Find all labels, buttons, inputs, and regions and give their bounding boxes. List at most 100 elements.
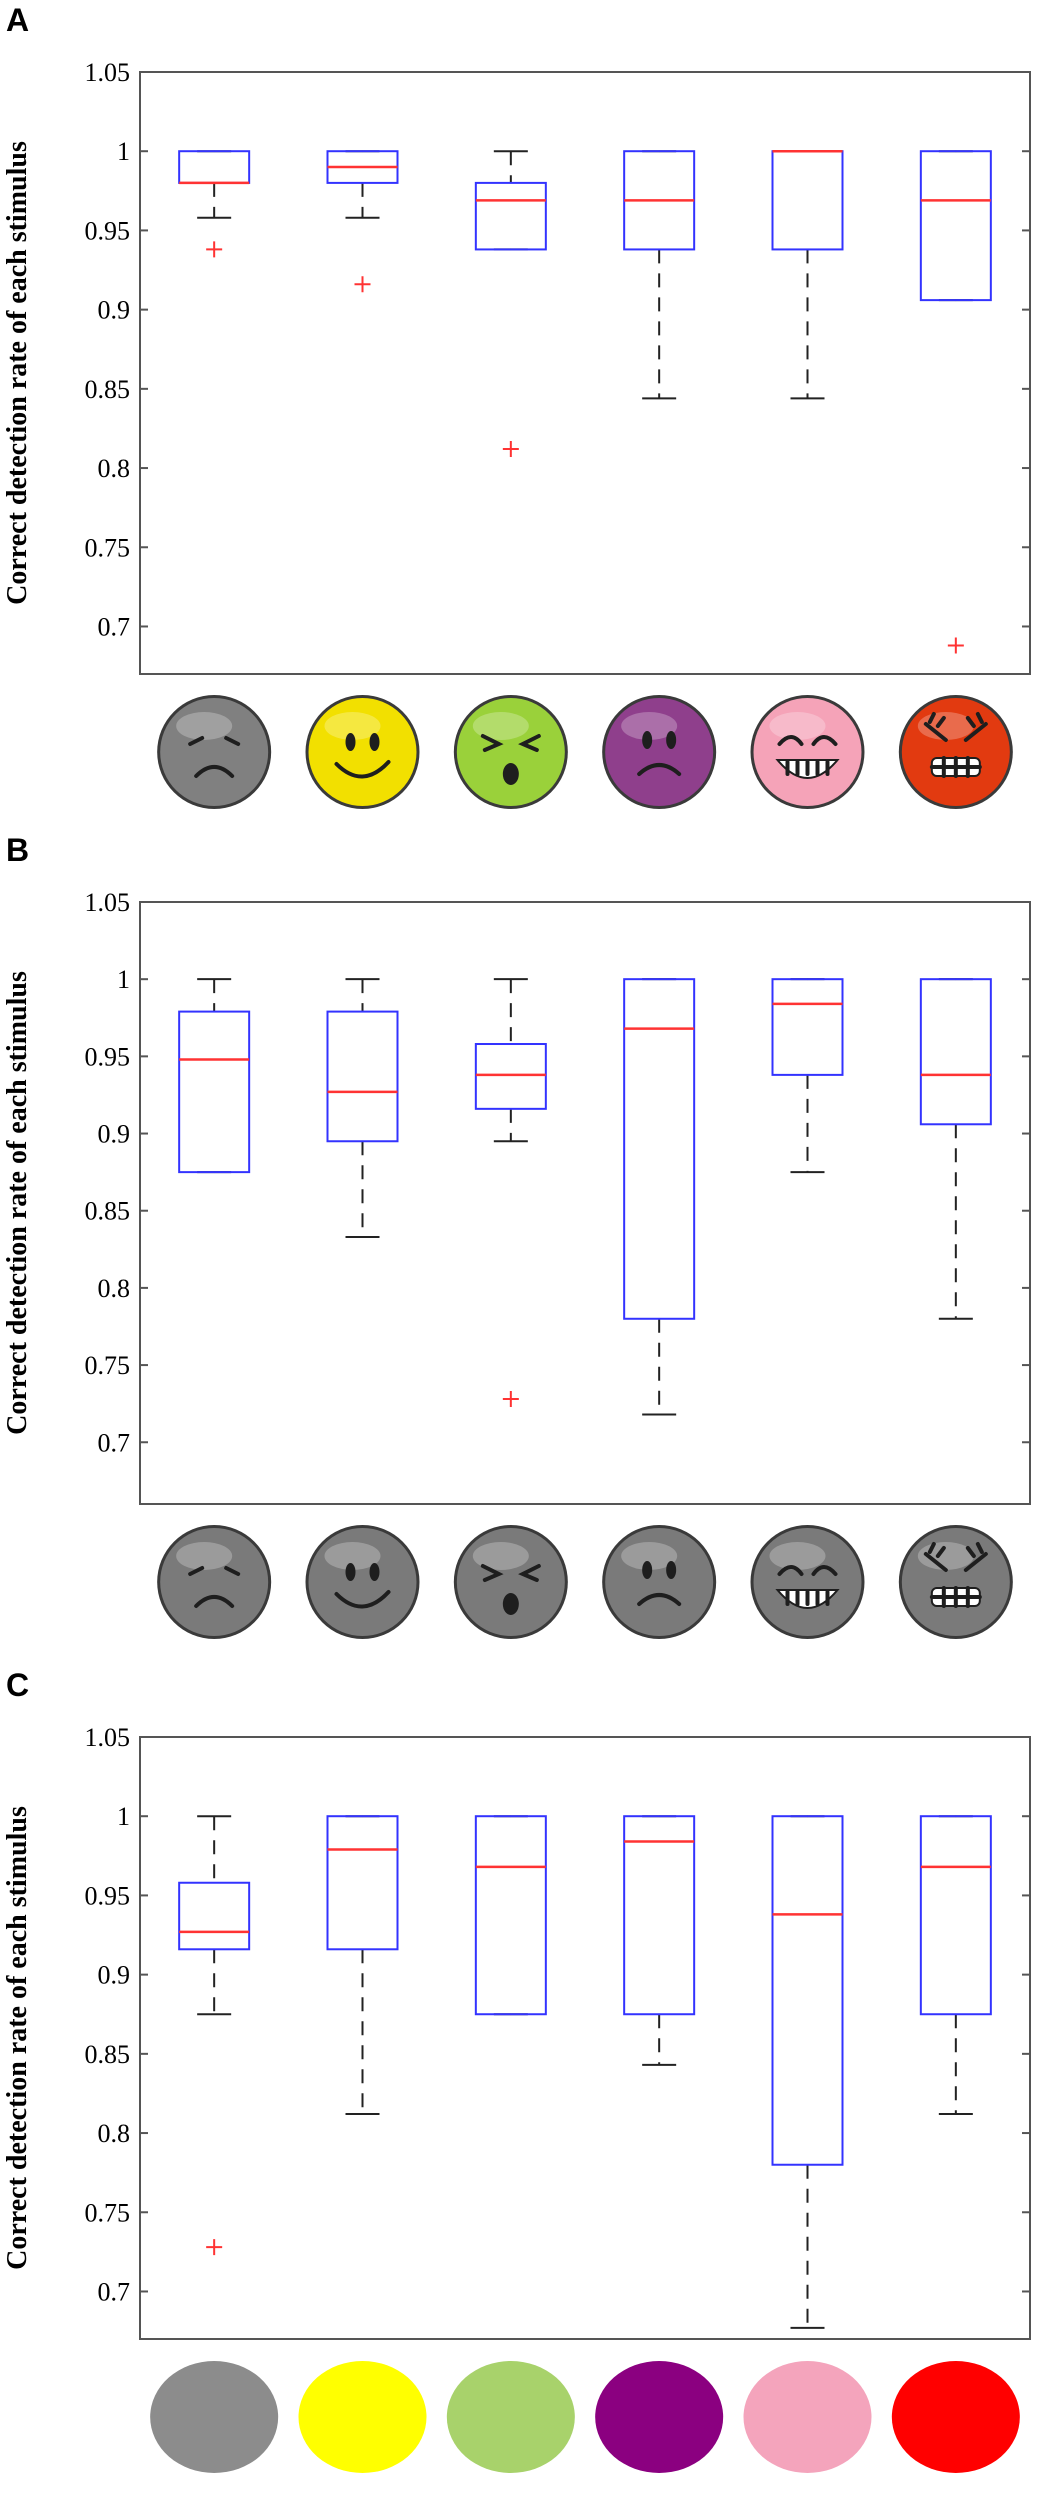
plot-frame <box>139 901 1031 1505</box>
face-feature <box>642 1561 653 1579</box>
box-sorrow <box>623 978 696 1416</box>
laugh-icon <box>750 1525 865 1639</box>
box-red <box>919 1815 992 2116</box>
box-disgust <box>474 150 547 458</box>
box-body <box>326 1010 399 1143</box>
pink-icon <box>743 2361 872 2473</box>
y-tick-label: 1.05 <box>85 888 131 917</box>
sad-icon <box>157 695 272 809</box>
face-highlight <box>324 1542 381 1570</box>
sorrow-icon <box>602 695 717 809</box>
y-tick-label: 0.95 <box>85 216 131 245</box>
face-feature <box>927 712 984 728</box>
box-body <box>178 1881 251 1951</box>
disgust-icon <box>453 695 568 809</box>
red-icon <box>891 2361 1020 2473</box>
box-body <box>623 1815 696 2016</box>
box-purple <box>623 1815 696 2066</box>
y-tick-label: 0.75 <box>85 1351 131 1380</box>
plot-frame <box>139 71 1031 675</box>
face-feature <box>811 1565 838 1576</box>
box-body <box>771 1815 844 2166</box>
face-feature <box>518 734 541 752</box>
face-highlight <box>176 712 233 740</box>
face-highlight <box>621 712 678 740</box>
face-feature <box>194 1595 235 1608</box>
box-body <box>178 150 251 184</box>
face-feature <box>666 1561 677 1579</box>
face-disc <box>753 1528 862 1636</box>
outlier-marker <box>502 441 519 458</box>
face-feature <box>188 1566 241 1576</box>
box-body <box>178 1010 251 1174</box>
face-highlight <box>621 1542 678 1570</box>
face-highlight <box>324 712 381 740</box>
color-disc <box>595 2361 724 2473</box>
face-disc <box>160 1528 269 1636</box>
y-tick-label: 0.85 <box>85 375 131 404</box>
y-tick-label: 0.7 <box>98 2277 131 2306</box>
panel-b: B 0.7 0.75 0.8 0.85 0.9 0.95 1 1.05 Correct dete… <box>0 830 1039 1650</box>
face-feature <box>194 765 235 778</box>
y-tick-label: 0.95 <box>85 1042 131 1071</box>
face-feature <box>923 722 988 742</box>
y-tick-label: 0.85 <box>85 1197 131 1226</box>
yellow-icon <box>298 2361 427 2473</box>
happy-icon <box>305 1525 420 1639</box>
y-axis-label: Correct detection rate of each stimulus <box>2 1806 33 2270</box>
face-highlight <box>472 712 529 740</box>
face-feature <box>777 735 804 746</box>
box-green <box>474 1815 547 2016</box>
box-disgust <box>474 978 547 1408</box>
y-tick-label: 0.85 <box>85 2040 131 2069</box>
color-disc <box>743 2361 872 2473</box>
panel-c: C 0.7 0.75 0.8 0.85 0.9 0.95 1 1.05 Correct dete… <box>0 1665 1039 2485</box>
outlier-marker <box>502 1391 519 1408</box>
face-disc <box>753 698 862 806</box>
outlier-marker <box>947 637 964 654</box>
face-feature <box>345 733 356 751</box>
face-feature <box>334 760 391 779</box>
face-feature <box>369 733 380 751</box>
face-disc <box>308 1528 417 1636</box>
angry-icon <box>898 695 1013 809</box>
box-body <box>326 1815 399 1951</box>
y-tick-label: 1 <box>117 965 130 994</box>
face-feature <box>369 1563 380 1581</box>
face-feature <box>923 1552 988 1572</box>
face-feature <box>518 1564 541 1582</box>
sad-icon <box>157 1525 272 1639</box>
panel-letter: C <box>6 1667 30 1703</box>
green-icon <box>446 2361 575 2473</box>
face-feature <box>637 763 682 776</box>
box-body <box>919 1815 992 2016</box>
face-feature <box>188 736 241 746</box>
outlier-marker <box>206 2239 223 2256</box>
outlier-marker <box>206 241 223 258</box>
box-body <box>623 978 696 1320</box>
box-body <box>771 978 844 1076</box>
face-feature <box>927 1542 984 1558</box>
y-tick-label: 0.7 <box>98 612 131 641</box>
box-angry <box>919 978 992 1320</box>
box-body <box>919 150 992 302</box>
purple-icon <box>595 2361 724 2473</box>
color-disc <box>891 2361 1020 2473</box>
y-axis-label: Correct detection rate of each stimulus <box>2 141 33 605</box>
face-feature <box>480 1564 504 1582</box>
face-highlight <box>176 1542 233 1570</box>
box-plot-chart: 0.7 0.75 0.8 0.85 0.9 0.95 1 1.05 Correct detect… <box>2 58 1031 809</box>
box-yellow <box>326 1815 399 2116</box>
face-feature <box>334 1590 391 1609</box>
box-plot-chart: 0.7 0.75 0.8 0.85 0.9 0.95 1 1.05 Correct detect… <box>2 888 1031 1639</box>
box-body <box>474 1815 547 2016</box>
box-sad <box>178 150 251 258</box>
face-feature <box>777 1565 804 1576</box>
y-tick-label: 1 <box>117 137 130 166</box>
y-tick-label: 0.9 <box>98 1961 131 1990</box>
panel-letter: B <box>6 832 30 868</box>
y-tick-label: 0.8 <box>98 1274 131 1303</box>
box-laugh <box>771 978 844 1174</box>
face-highlight <box>769 1542 826 1570</box>
color-disc <box>150 2361 279 2473</box>
